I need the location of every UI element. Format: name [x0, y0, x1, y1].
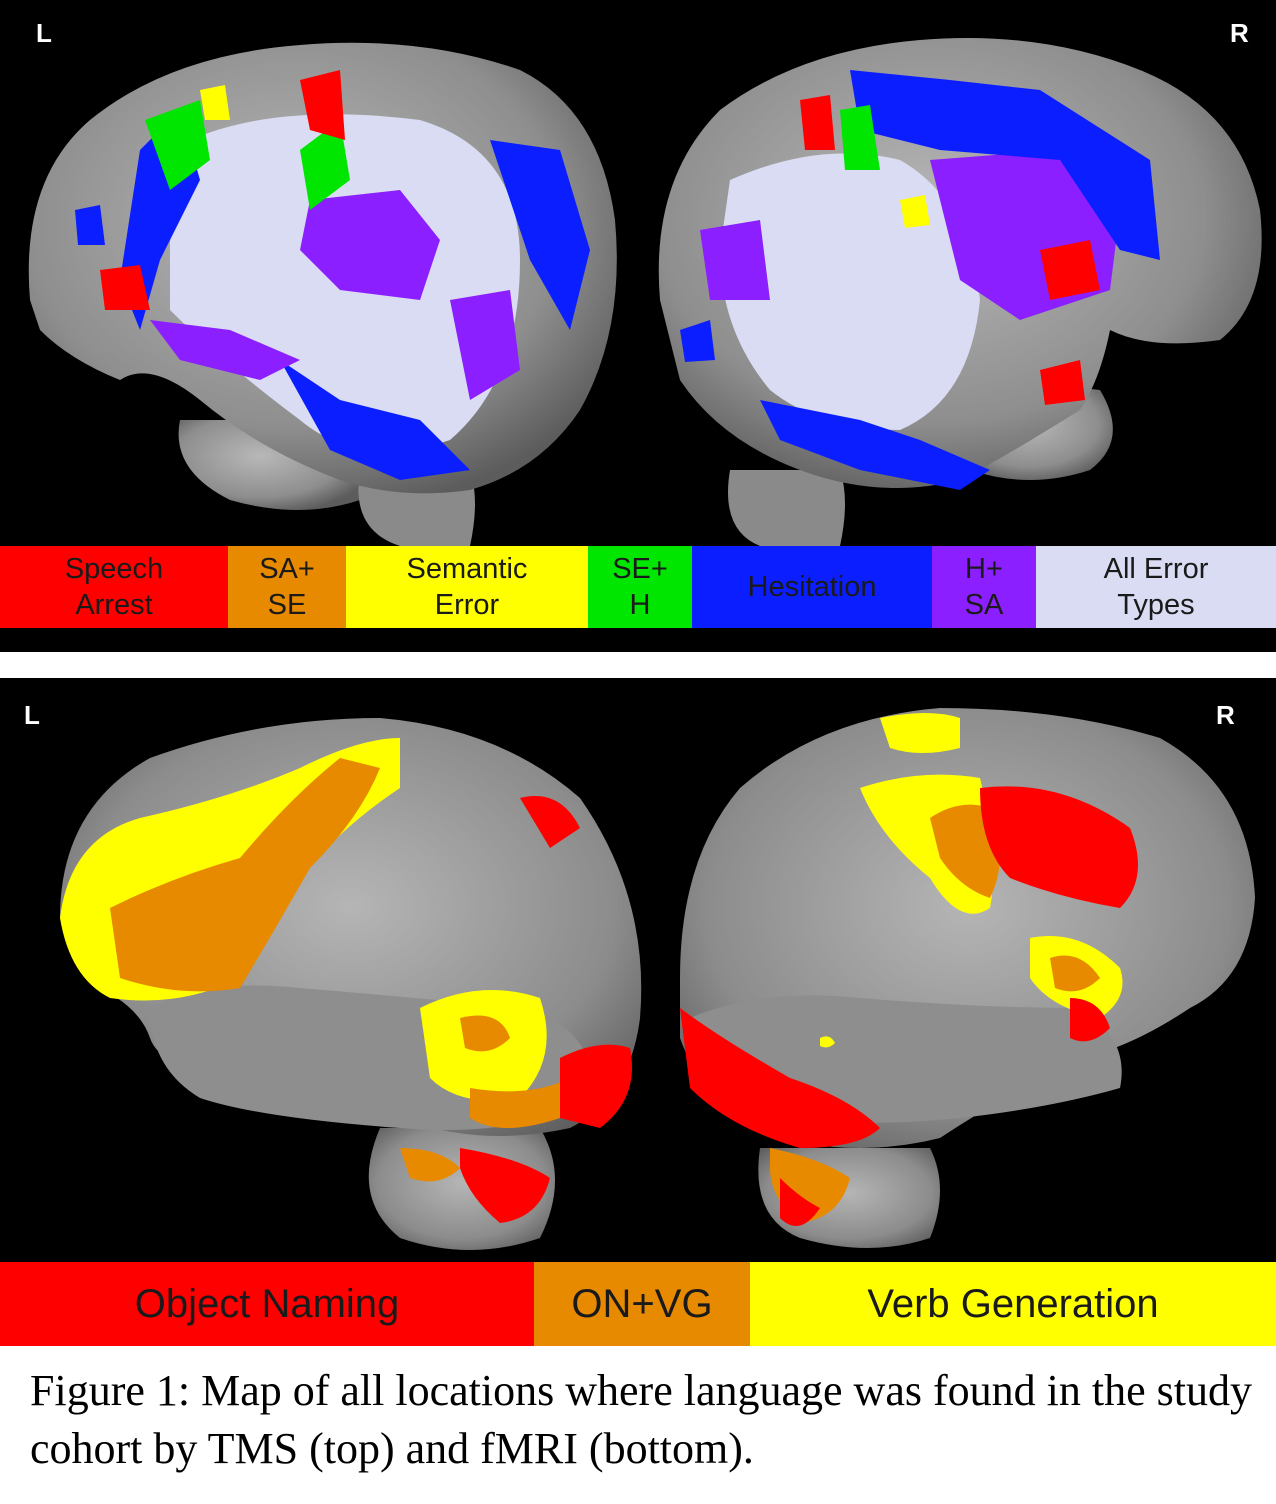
right-speech-arrest-region: [1040, 240, 1100, 300]
left-hsa-region: [300, 190, 440, 300]
tms-brain-renderings: [28, 38, 1262, 546]
right-object-naming-region: [980, 786, 1138, 908]
fmri-brain-renderings: [60, 708, 1255, 1250]
left-onvg-region-4: [400, 1148, 460, 1182]
tms-legend-item: Hesitation: [692, 546, 932, 628]
left-hemisphere-tms: [28, 42, 617, 546]
left-onvg-region: [110, 758, 380, 992]
tms-legend: Speech Arrest SA+ SE Semantic Error SE+ H He…: [0, 546, 1276, 628]
right-semantic-region: [900, 195, 930, 228]
right-hemisphere-tms: [658, 38, 1262, 546]
right-object-naming-region-2: [1070, 998, 1110, 1042]
left-hemisphere-label: L: [24, 700, 40, 730]
left-hesitation-region-2: [490, 140, 590, 330]
figure-caption: Figure 1: Map of all locations where lan…: [30, 1366, 1252, 1473]
left-seh-region: [145, 100, 210, 190]
tms-legend-item: SE+ H: [588, 546, 692, 628]
tms-legend-item: All Error Types: [1036, 546, 1276, 628]
right-hemisphere-fmri: [680, 708, 1255, 1248]
tms-figure-panel: L R Speech Arrest SA+ SE Semantic Error SE+…: [0, 0, 1276, 652]
tms-legend-item: SA+ SE: [228, 546, 346, 628]
fmri-legend: Object Naming ON+VG Verb Generation: [0, 1262, 1276, 1346]
left-hsa-region-2: [150, 320, 300, 380]
right-brainstem: [728, 470, 845, 546]
right-onvg-region: [930, 804, 1000, 898]
left-onvg-region-2: [460, 1015, 510, 1052]
tms-legend-item: Speech Arrest: [0, 546, 228, 628]
right-verb-generation-region: [880, 713, 960, 753]
tms-legend-item: H+ SA: [932, 546, 1036, 628]
left-hesitation-dot: [75, 205, 105, 245]
right-hsa-region-2: [700, 220, 770, 300]
fmri-figure-panel: L R Object Naming ON+VG Verb Generation: [0, 678, 1276, 1346]
right-hemisphere-label: R: [1230, 18, 1249, 48]
right-hesitation-region-2: [760, 400, 990, 490]
left-semantic-region: [200, 85, 230, 120]
left-hsa-region-3: [450, 290, 520, 400]
left-onvg-region-3: [470, 1078, 570, 1128]
right-speech-arrest-region-2: [1040, 360, 1085, 405]
left-hemisphere-label: L: [36, 18, 52, 48]
right-hesitation-dot: [680, 320, 715, 362]
left-hesitation-region-3: [280, 360, 470, 480]
right-hesitation-region: [850, 70, 1160, 260]
right-object-naming-region-3: [680, 1008, 880, 1148]
right-verb-generation-dot: [820, 1036, 835, 1048]
fmri-legend-item: ON+VG: [534, 1262, 750, 1346]
tms-legend-item: Semantic Error: [346, 546, 588, 628]
fmri-legend-item: Verb Generation: [750, 1262, 1276, 1346]
right-object-naming-region-4: [780, 1178, 820, 1226]
right-seh-region: [840, 105, 880, 170]
left-speech-arrest-region-2: [300, 70, 345, 140]
left-speech-arrest-region: [100, 265, 150, 310]
left-object-naming-region: [560, 1044, 632, 1128]
right-speech-arrest-region-3: [800, 95, 835, 150]
right-hemisphere-label: R: [1216, 700, 1235, 730]
left-seh-region-2: [300, 120, 350, 210]
right-onvg-region-2: [1050, 955, 1100, 992]
left-object-naming-region-2: [520, 796, 580, 848]
left-object-naming-region-3: [460, 1148, 550, 1223]
fmri-legend-item: Object Naming: [0, 1262, 534, 1346]
left-hemisphere-fmri: [60, 718, 642, 1250]
